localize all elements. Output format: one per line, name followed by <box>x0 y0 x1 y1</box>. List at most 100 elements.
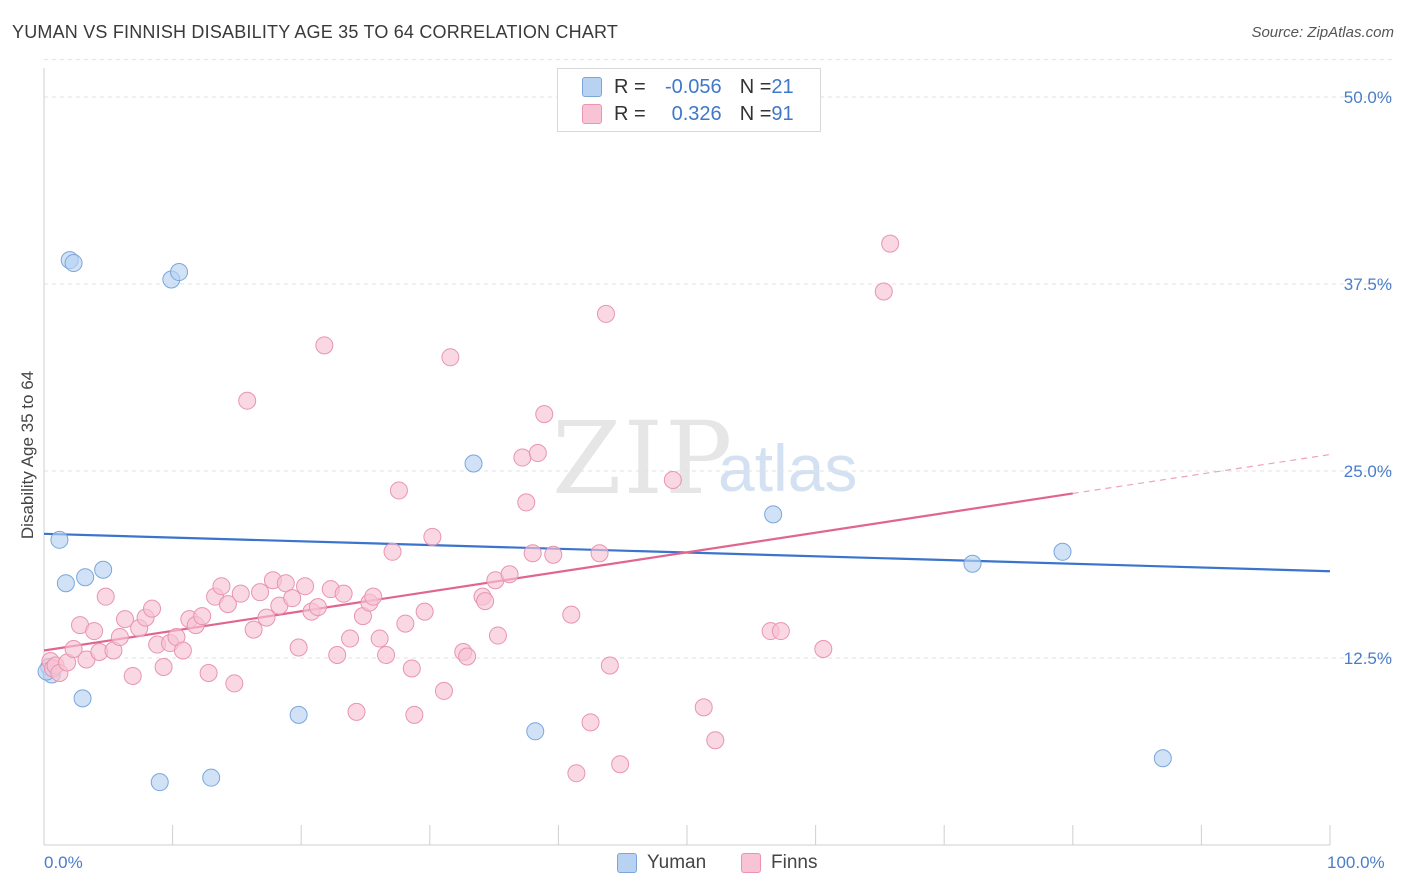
series-legend-finns[interactable]: Finns <box>741 852 817 874</box>
y-tick-label: 50.0% <box>1344 88 1392 107</box>
finns-point <box>590 544 609 563</box>
finns-point <box>283 589 302 608</box>
finns-point <box>212 577 231 596</box>
finns-point <box>694 698 713 717</box>
legend-row-finns: R = 0.326 N = 91 <box>582 102 794 126</box>
x-tick-label-min: 0.0% <box>44 853 83 872</box>
y-tick-label: 25.0% <box>1344 462 1392 481</box>
finns-point <box>476 592 495 611</box>
finns-point <box>244 620 263 639</box>
finns-point <box>389 481 408 500</box>
legend-row-yuman: R = -0.056 N = 21 <box>582 75 794 99</box>
source-label: Source: ZipAtlas.com <box>1251 24 1394 41</box>
legend-r-value-finns: 0.326 <box>671 102 722 125</box>
finns-point <box>123 666 142 685</box>
finns-point <box>517 493 536 512</box>
yuman-point <box>50 530 69 549</box>
finns-point <box>528 444 547 463</box>
axis-layer <box>43 68 1331 846</box>
finns-point <box>364 587 383 606</box>
series-swatch-finns <box>741 853 761 873</box>
finns-point <box>562 605 581 624</box>
finns-point <box>706 731 725 750</box>
yuman-point <box>289 705 308 724</box>
finns-point <box>523 544 542 563</box>
finns-point <box>814 640 833 659</box>
y-tick-label-layer: 12.5% 25.0% 37.5% 50.0% <box>1344 88 1392 668</box>
finns-trendline-extension <box>1072 453 1331 495</box>
correlation-legend: R = -0.056 N = 21 R = 0.326 N = 91 <box>557 68 821 132</box>
finns-point <box>110 628 129 647</box>
yuman-point <box>1053 542 1072 561</box>
series-legend-yuman[interactable]: Yuman <box>617 852 706 874</box>
finns-point <box>173 641 192 660</box>
y-tick-label: 12.5% <box>1344 649 1392 668</box>
finns-point <box>500 565 519 584</box>
finns-point <box>370 629 389 648</box>
finns-point <box>64 640 83 659</box>
finns-point <box>441 348 460 367</box>
finns-point <box>611 755 630 774</box>
legend-n-label: N = <box>739 102 772 125</box>
finns-point <box>85 622 104 641</box>
yuman-point <box>764 505 783 524</box>
finns-point <box>396 614 415 633</box>
finns-point <box>423 527 442 546</box>
finns-point <box>434 681 453 700</box>
finns-point <box>600 656 619 675</box>
finns-point <box>238 391 257 410</box>
yuman-point <box>64 254 83 273</box>
yuman-point <box>963 554 982 573</box>
finns-point <box>154 657 173 676</box>
finns-point <box>341 629 360 648</box>
watermark-zip: ZIP <box>552 400 735 517</box>
finns-point <box>334 584 353 603</box>
yuman-point <box>526 722 545 741</box>
yuman-point <box>202 768 221 787</box>
finns-point <box>289 638 308 657</box>
finns-point <box>251 583 270 602</box>
legend-r-label: R = <box>614 75 646 98</box>
finns-point <box>377 646 396 665</box>
legend-n-value-yuman: 21 <box>771 75 794 98</box>
finns-point <box>315 336 334 355</box>
finns-point <box>488 626 507 645</box>
yuman-point <box>94 560 113 579</box>
finns-point <box>458 647 477 666</box>
finns-point <box>143 599 162 618</box>
finns-point <box>308 598 327 617</box>
finns-point <box>383 542 402 561</box>
finns-point <box>296 577 315 596</box>
series-name-yuman: Yuman <box>647 852 707 873</box>
finns-point <box>544 545 563 564</box>
legend-r-value-yuman: -0.056 <box>664 75 722 98</box>
yuman-point <box>56 574 75 593</box>
y-tick-label: 37.5% <box>1344 275 1392 294</box>
finns-point <box>581 713 600 732</box>
finns-point <box>225 674 244 693</box>
finns-point <box>347 702 366 721</box>
finns-point <box>874 282 893 301</box>
finns-point <box>199 663 218 682</box>
finns-point <box>535 405 554 424</box>
watermark-atlas: atlas <box>718 431 858 505</box>
trend-layer <box>43 453 1331 652</box>
point-layer <box>37 234 1172 792</box>
finns-point <box>402 659 421 678</box>
finns-point <box>276 574 295 593</box>
finns-point <box>231 584 250 603</box>
finns-point <box>663 470 682 489</box>
finns-point <box>218 595 237 614</box>
series-swatch-yuman <box>617 853 637 873</box>
yuman-point <box>76 568 95 587</box>
series-name-finns: Finns <box>771 852 818 873</box>
finns-point <box>596 304 615 323</box>
yuman-point <box>150 773 169 792</box>
finns-point <box>257 608 276 627</box>
finns-point <box>405 705 424 724</box>
legend-swatch-yuman <box>582 77 602 97</box>
yuman-point <box>170 263 189 282</box>
legend-n-value-finns: 91 <box>771 102 794 125</box>
finns-point <box>771 622 790 641</box>
